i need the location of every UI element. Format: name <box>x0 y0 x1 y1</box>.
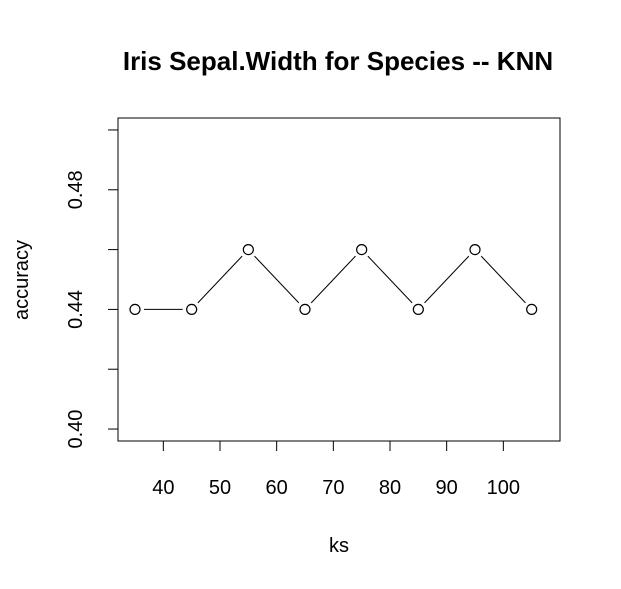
data-point <box>299 303 311 316</box>
series-segment <box>480 255 526 304</box>
y-tick-label: 0.44 <box>65 290 87 329</box>
y-axis-label: accuracy <box>11 240 33 320</box>
data-point <box>526 303 538 316</box>
x-tick-label: 50 <box>209 477 231 499</box>
series-segment <box>254 255 300 304</box>
x-tick-label: 60 <box>266 477 288 499</box>
data-point <box>129 303 141 316</box>
x-tick-label: 40 <box>152 477 174 499</box>
chart-title: Iris Sepal.Width for Species -- KNN <box>123 46 553 76</box>
data-point <box>469 243 481 256</box>
series-lines <box>144 255 526 310</box>
x-tick-label: 70 <box>322 477 344 499</box>
series-segment <box>367 255 413 304</box>
series-segment <box>197 255 243 304</box>
data-point <box>356 243 368 256</box>
data-point <box>186 303 198 316</box>
data-point <box>412 303 424 316</box>
plot-frame <box>117 117 561 442</box>
x-tick-label: 90 <box>436 477 458 499</box>
y-axis: 0.40 0.44 0.48 <box>65 129 119 449</box>
series-points <box>129 243 538 316</box>
data-point <box>242 243 254 256</box>
series-segment <box>310 255 356 304</box>
y-tick-label: 0.48 <box>65 170 87 209</box>
x-tick-label: 80 <box>379 477 401 499</box>
x-axis-label: ks <box>329 535 349 557</box>
series-segment <box>424 255 470 304</box>
y-tick-label: 0.40 <box>65 410 87 449</box>
x-tick-label: 100 <box>487 477 520 499</box>
x-axis: 40 50 60 70 80 90 100 <box>152 440 520 499</box>
